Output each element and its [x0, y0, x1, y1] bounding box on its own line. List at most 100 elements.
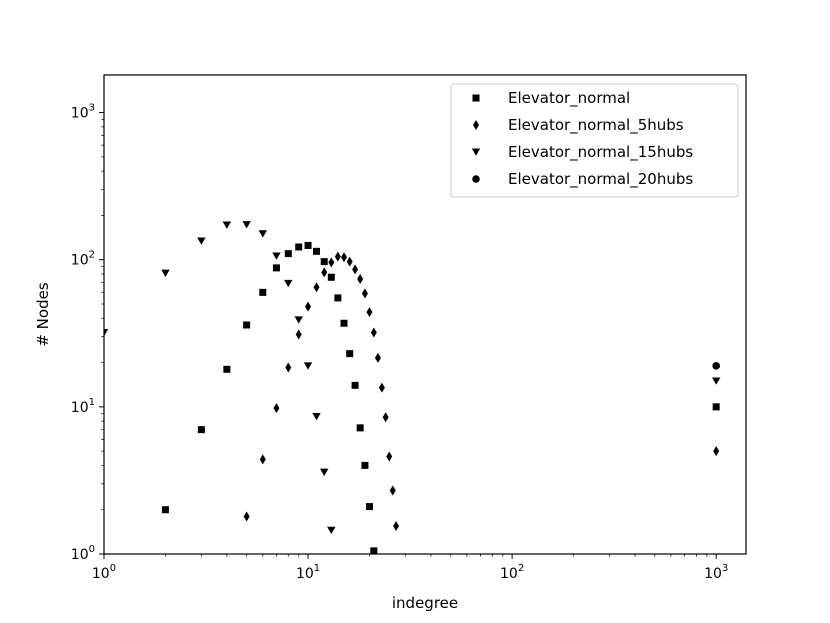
data-point: [352, 264, 359, 275]
data-point: [272, 264, 280, 272]
data-point: [386, 451, 393, 462]
data-point: [713, 446, 720, 457]
x-tick-exponent: 1: [314, 563, 320, 574]
data-point: [304, 241, 312, 249]
y-tick-exponent: 2: [89, 250, 95, 261]
data-point: [243, 321, 251, 329]
series-3: [104, 221, 721, 535]
y-tick-label: 103: [71, 103, 95, 122]
y-tick-base: 10: [71, 253, 89, 269]
legend-entry: Elevator_normal_20hubs: [472, 170, 693, 189]
x-tick-label: 101: [296, 563, 320, 582]
data-point: [361, 461, 369, 469]
data-point: [161, 269, 170, 277]
legend-marker: [472, 94, 480, 102]
data-point: [712, 403, 720, 411]
data-point: [365, 503, 373, 511]
data-point: [328, 257, 335, 268]
data-point: [374, 352, 381, 363]
y-tick-exponent: 1: [89, 397, 95, 408]
data-point: [313, 282, 320, 293]
x-tick-label: 102: [500, 563, 524, 582]
x-tick-exponent: 2: [518, 563, 524, 574]
legend-items: Elevator_normal Elevator_normal_5hubs Elev…: [471, 89, 693, 189]
series-1: [161, 241, 720, 554]
data-point: [382, 412, 389, 423]
data-point: [258, 230, 267, 238]
data-point: [346, 350, 354, 358]
x-tick-exponent: 3: [722, 563, 728, 574]
legend-marker: [473, 120, 479, 130]
y-axis-label: # Nodes: [34, 282, 52, 346]
data-point: [303, 362, 313, 370]
data-point: [346, 256, 353, 267]
y-tick-base: 10: [71, 547, 89, 563]
data-point: [161, 506, 169, 514]
legend-label: Elevator_normal_15hubs: [508, 143, 693, 162]
x-tick-base: 10: [704, 566, 722, 582]
data-point: [357, 273, 364, 284]
data-point: [259, 288, 267, 296]
data-point: [243, 511, 250, 522]
legend: Elevator_normal Elevator_normal_5hubs Elev…: [450, 83, 739, 198]
plot-frame: [103, 74, 747, 555]
data-point: [295, 243, 303, 251]
data-point: [327, 273, 335, 281]
data-point: [294, 316, 303, 324]
data-point: [313, 247, 321, 255]
y-tick-exponent: 3: [89, 103, 95, 114]
data-point: [320, 258, 328, 266]
legend-marker: [472, 175, 480, 183]
x-axis-label: indegree: [392, 594, 458, 612]
legend-label: Elevator_normal_5hubs: [508, 116, 684, 135]
x-tick-base: 10: [296, 566, 314, 582]
data-point: [321, 267, 328, 278]
data-point: [370, 327, 377, 338]
data-point: [393, 520, 400, 531]
data-point: [312, 412, 321, 421]
legend-entry: Elevator_normal_5hubs: [473, 116, 684, 135]
data-point: [223, 365, 231, 373]
y-tick-base: 10: [71, 106, 89, 122]
y-tick-label: 100: [71, 544, 95, 563]
y-tick-label: 102: [71, 250, 95, 269]
data-point: [712, 362, 720, 370]
data-point: [361, 288, 368, 299]
x-tick-base: 10: [92, 566, 110, 582]
data-marks: [104, 221, 721, 554]
series-4: [712, 362, 720, 370]
x-tick-label: 100: [92, 563, 116, 582]
data-point: [340, 319, 348, 327]
data-point: [340, 252, 347, 263]
data-point: [389, 485, 396, 496]
data-point: [334, 294, 342, 302]
legend-box: [450, 83, 739, 198]
x-tick-label: 103: [704, 563, 728, 582]
x-tick-exponent: 0: [110, 563, 116, 574]
legend-marker: [471, 148, 481, 156]
y-tick-base: 10: [71, 400, 89, 416]
data-point: [334, 251, 341, 262]
data-point: [285, 362, 292, 373]
data-point: [351, 381, 359, 389]
data-point: [242, 221, 251, 229]
data-point: [259, 454, 266, 465]
data-point: [284, 279, 293, 288]
series-2: [243, 251, 720, 531]
data-point: [305, 301, 312, 312]
legend-entry: Elevator_normal: [472, 89, 630, 108]
data-point: [378, 382, 385, 393]
data-point: [104, 329, 109, 337]
legend-entry: Elevator_normal_15hubs: [471, 143, 693, 162]
data-point: [320, 468, 329, 476]
legend-label: Elevator_normal: [508, 89, 630, 108]
data-point: [356, 424, 364, 432]
y-tick-label: 101: [71, 397, 95, 416]
data-point: [711, 377, 721, 385]
y-tick-exponent: 0: [89, 544, 95, 555]
data-point: [197, 426, 205, 434]
x-tick-base: 10: [500, 566, 518, 582]
data-point: [222, 221, 232, 229]
data-point: [273, 403, 280, 414]
